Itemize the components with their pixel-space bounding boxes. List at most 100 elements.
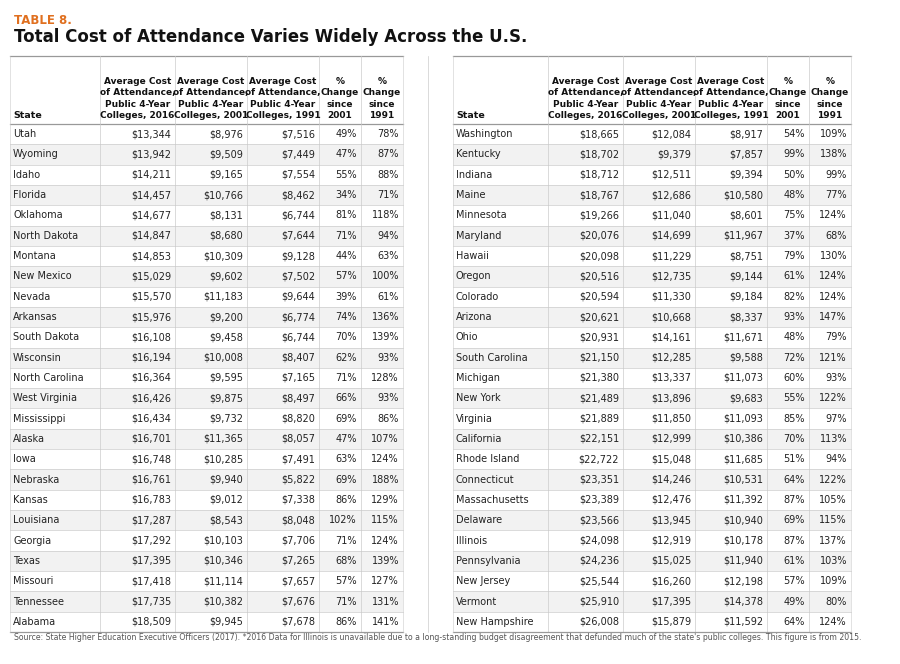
Text: $12,285: $12,285 xyxy=(651,353,691,363)
Bar xyxy=(10,550,403,571)
Text: $22,722: $22,722 xyxy=(579,454,619,464)
Text: Alabama: Alabama xyxy=(13,617,56,627)
Text: Average Cost
of Attendance,
Public 4-Year
Colleges, 2001: Average Cost of Attendance, Public 4-Yea… xyxy=(173,76,248,120)
Text: 124%: 124% xyxy=(819,210,847,220)
Bar xyxy=(10,469,403,490)
Text: $16,364: $16,364 xyxy=(131,373,171,383)
Text: $8,543: $8,543 xyxy=(209,515,243,525)
Text: $25,544: $25,544 xyxy=(579,576,619,586)
Text: $15,029: $15,029 xyxy=(130,272,171,282)
Text: $9,644: $9,644 xyxy=(281,291,315,301)
Text: $9,940: $9,940 xyxy=(209,475,243,485)
Text: 77%: 77% xyxy=(825,190,847,200)
Text: Idaho: Idaho xyxy=(13,170,40,180)
Text: $18,509: $18,509 xyxy=(131,617,171,627)
Text: 82%: 82% xyxy=(784,291,805,301)
Text: 137%: 137% xyxy=(819,536,847,546)
Text: Kentucky: Kentucky xyxy=(456,149,500,159)
Text: $7,644: $7,644 xyxy=(281,231,315,241)
Text: 85%: 85% xyxy=(784,414,805,424)
Text: 97%: 97% xyxy=(825,414,847,424)
Text: $9,012: $9,012 xyxy=(209,495,243,505)
Text: 93%: 93% xyxy=(378,353,399,363)
Text: 78%: 78% xyxy=(377,129,399,139)
Text: Washington: Washington xyxy=(456,129,514,139)
Text: $9,732: $9,732 xyxy=(209,414,243,424)
Text: $11,392: $11,392 xyxy=(723,495,763,505)
Bar xyxy=(453,246,851,266)
Bar xyxy=(10,490,403,510)
Text: $21,889: $21,889 xyxy=(579,414,619,424)
Text: $8,462: $8,462 xyxy=(281,190,315,200)
Text: 69%: 69% xyxy=(784,515,805,525)
Text: 93%: 93% xyxy=(784,312,805,322)
Text: $11,940: $11,940 xyxy=(723,556,763,566)
Bar xyxy=(453,469,851,490)
Text: $8,601: $8,601 xyxy=(729,210,763,220)
Text: $9,128: $9,128 xyxy=(281,251,315,261)
Text: $11,114: $11,114 xyxy=(203,576,243,586)
Text: 68%: 68% xyxy=(825,231,847,241)
Text: $8,407: $8,407 xyxy=(281,353,315,363)
Text: $13,896: $13,896 xyxy=(651,393,691,403)
Text: 94%: 94% xyxy=(825,454,847,464)
Text: 94%: 94% xyxy=(378,231,399,241)
Text: $8,976: $8,976 xyxy=(209,129,243,139)
Text: $12,511: $12,511 xyxy=(651,170,691,180)
Bar xyxy=(10,205,403,226)
Text: Illinois: Illinois xyxy=(456,536,487,546)
Text: $10,531: $10,531 xyxy=(723,475,763,485)
Text: $10,766: $10,766 xyxy=(203,190,243,200)
Text: $24,236: $24,236 xyxy=(579,556,619,566)
Bar xyxy=(10,165,403,185)
Text: $18,665: $18,665 xyxy=(579,129,619,139)
Text: $11,093: $11,093 xyxy=(723,414,763,424)
Text: 99%: 99% xyxy=(784,149,805,159)
Text: 64%: 64% xyxy=(784,617,805,627)
Text: $11,183: $11,183 xyxy=(203,291,243,301)
Text: $11,073: $11,073 xyxy=(723,373,763,383)
Text: Massachusetts: Massachusetts xyxy=(456,495,528,505)
Text: $8,917: $8,917 xyxy=(729,129,763,139)
Text: %
Change
since
2001: % Change since 2001 xyxy=(321,76,359,120)
Text: $17,287: $17,287 xyxy=(130,515,171,525)
Text: $23,351: $23,351 xyxy=(579,475,619,485)
Text: $16,194: $16,194 xyxy=(131,353,171,363)
Text: Tennessee: Tennessee xyxy=(13,596,64,606)
Text: $16,260: $16,260 xyxy=(651,576,691,586)
Text: 138%: 138% xyxy=(820,149,847,159)
Text: 74%: 74% xyxy=(336,312,357,322)
Bar xyxy=(10,571,403,592)
Bar xyxy=(453,388,851,408)
Text: $12,686: $12,686 xyxy=(651,190,691,200)
Text: $11,967: $11,967 xyxy=(723,231,763,241)
Text: South Carolina: South Carolina xyxy=(456,353,527,363)
Text: 109%: 109% xyxy=(820,576,847,586)
Text: 70%: 70% xyxy=(784,434,805,444)
Text: $14,677: $14,677 xyxy=(130,210,171,220)
Text: $19,266: $19,266 xyxy=(579,210,619,220)
Text: $16,783: $16,783 xyxy=(131,495,171,505)
Text: $8,680: $8,680 xyxy=(209,231,243,241)
Text: 87%: 87% xyxy=(377,149,399,159)
Bar xyxy=(10,327,403,347)
Text: Texas: Texas xyxy=(13,556,40,566)
Text: $20,931: $20,931 xyxy=(579,333,619,343)
Text: 54%: 54% xyxy=(784,129,805,139)
Text: 49%: 49% xyxy=(336,129,357,139)
Text: $12,999: $12,999 xyxy=(651,434,691,444)
Text: 124%: 124% xyxy=(819,291,847,301)
Text: 122%: 122% xyxy=(819,475,847,485)
Text: $14,699: $14,699 xyxy=(651,231,691,241)
Text: South Dakota: South Dakota xyxy=(13,333,79,343)
Text: Michigan: Michigan xyxy=(456,373,500,383)
Text: $7,706: $7,706 xyxy=(281,536,315,546)
Bar xyxy=(10,612,403,632)
Text: Hawaii: Hawaii xyxy=(456,251,489,261)
Text: New Mexico: New Mexico xyxy=(13,272,72,282)
Text: Delaware: Delaware xyxy=(456,515,502,525)
Bar xyxy=(10,347,403,368)
Text: 107%: 107% xyxy=(372,434,399,444)
Text: $11,850: $11,850 xyxy=(651,414,691,424)
Text: $10,309: $10,309 xyxy=(203,251,243,261)
